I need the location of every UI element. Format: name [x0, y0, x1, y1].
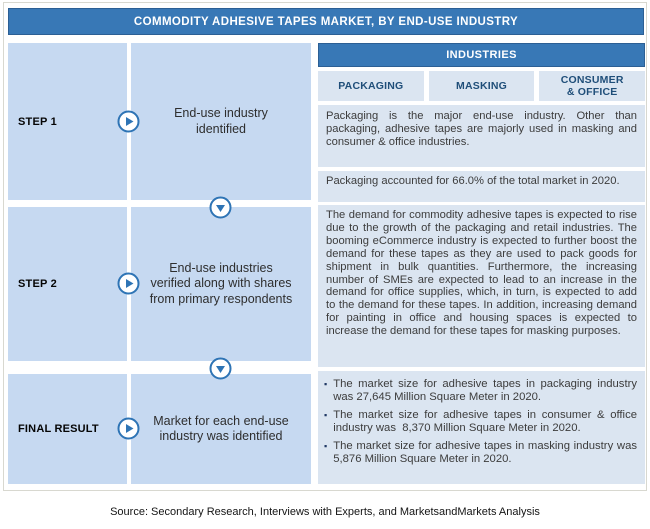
tab-masking-label: MASKING: [456, 79, 507, 92]
market-size-bullets: ▪ The market size for adhesive tapes in …: [318, 371, 645, 484]
final-result-label-box: FINAL RESULT: [8, 374, 127, 484]
note-packaging-share: Packaging accounted for 66.0% of the tot…: [318, 171, 645, 202]
bullet-packaging-size: The market size for adhesive tapes in pa…: [333, 378, 637, 403]
play-icon: [117, 272, 140, 295]
bullet-square-icon: ▪: [324, 441, 328, 451]
note-demand-drivers-text: The demand for commodity adhesive tapes …: [326, 209, 637, 338]
step1-label: STEP 1: [18, 115, 57, 128]
list-item: ▪ The market size for adhesive tapes in …: [324, 378, 637, 404]
step2-description: End-use industries verified along with s…: [149, 260, 293, 306]
tab-packaging-label: PACKAGING: [338, 79, 404, 92]
step1-description-box: End-use industry identified: [131, 43, 311, 200]
circle-down-arrow-icon: [209, 357, 232, 380]
list-item: ▪ The market size for adhesive tapes in …: [324, 440, 637, 466]
source-attribution: Source: Secondary Research, Interviews w…: [0, 502, 650, 520]
final-result-description: Market for each end-use industry was ide…: [153, 413, 289, 444]
step2-description-box: End-use industries verified along with s…: [131, 207, 311, 361]
step1-description: End-use industry identified: [174, 106, 268, 136]
tab-packaging: PACKAGING: [318, 71, 424, 101]
industries-header-label: INDUSTRIES: [446, 49, 517, 61]
page-title: COMMODITY ADHESIVE TAPES MARKET, BY END-…: [133, 15, 519, 28]
source-attribution-text: Source: Secondary Research, Interviews w…: [110, 506, 540, 518]
list-item: ▪ The market size for adhesive tapes in …: [324, 409, 637, 435]
final-result-description-box: Market for each end-use industry was ide…: [131, 374, 311, 484]
step2-label: STEP 2: [18, 278, 57, 290]
play-icon: [117, 417, 140, 440]
title-bar: COMMODITY ADHESIVE TAPES MARKET, BY END-…: [8, 8, 644, 35]
tab-masking: MASKING: [428, 71, 535, 101]
final-result-label: FINAL RESULT: [18, 423, 99, 435]
industries-tabs: PACKAGING MASKING CONSUMER & OFFICE: [318, 71, 646, 101]
bullet-consumer-office-size: The market size for adhesive tapes in co…: [333, 409, 637, 434]
note-end-use-overview: Packaging is the major end-use industry.…: [318, 105, 645, 167]
bullet-square-icon: ▪: [324, 379, 328, 389]
note-packaging-share-text: Packaging accounted for 66.0% of the tot…: [326, 175, 620, 187]
step2-label-box: STEP 2: [8, 207, 127, 361]
step1-label-box: STEP 1: [8, 43, 127, 200]
play-icon: [117, 110, 140, 133]
circle-down-arrow-icon: [209, 196, 232, 219]
note-demand-drivers: The demand for commodity adhesive tapes …: [318, 205, 645, 367]
tab-consumer-office: CONSUMER & OFFICE: [539, 71, 646, 101]
bullet-square-icon: ▪: [324, 410, 328, 420]
note-end-use-overview-text: Packaging is the major end-use industry.…: [326, 110, 637, 148]
bullet-masking-size: The market size for adhesive tapes in ma…: [333, 440, 637, 465]
industries-header-bar: INDUSTRIES: [318, 43, 645, 67]
tab-consumer-office-label: CONSUMER & OFFICE: [560, 73, 624, 99]
